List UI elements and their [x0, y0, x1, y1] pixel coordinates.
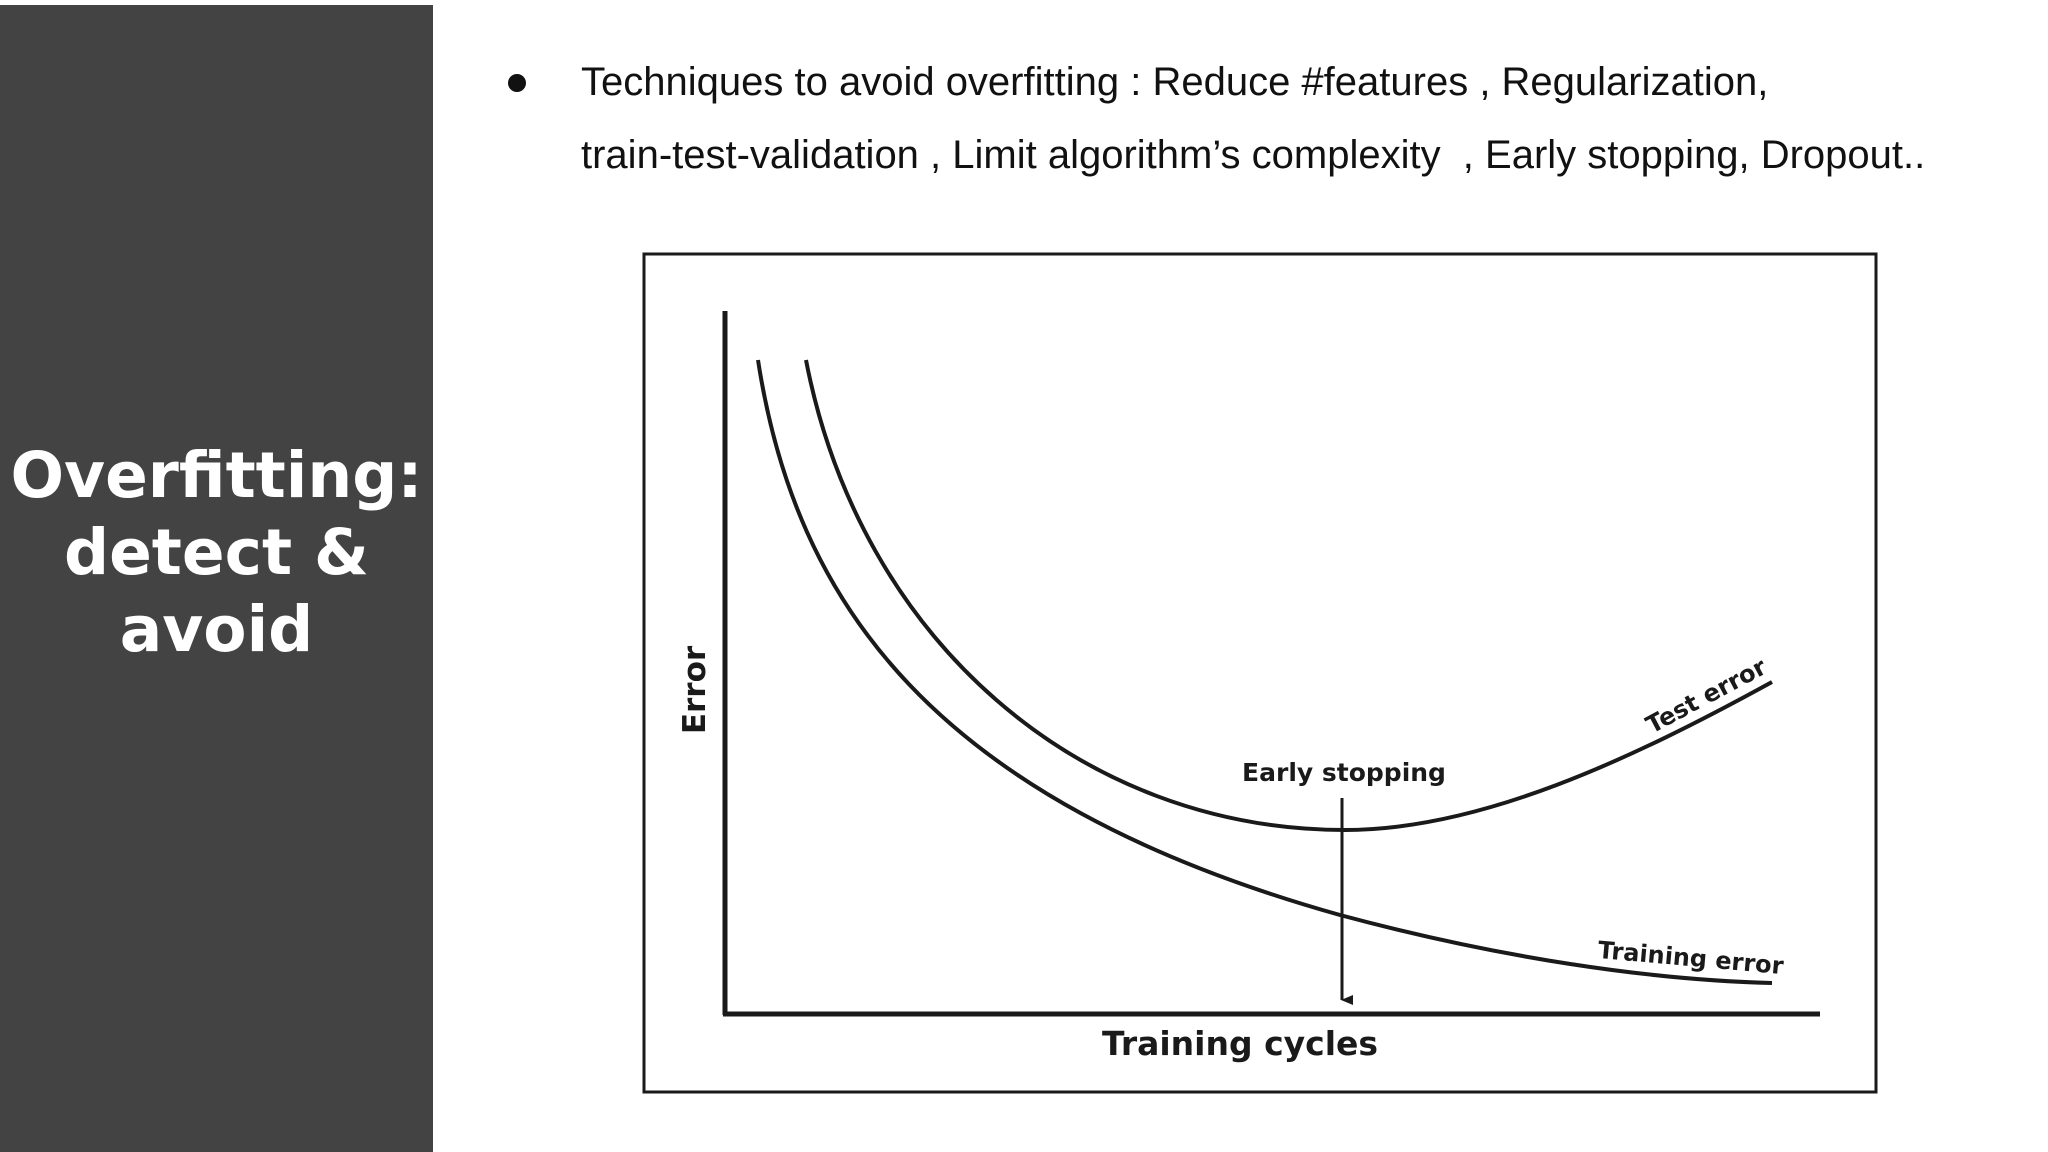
slide-title-line-3: avoid [119, 593, 314, 666]
diagram-frame [642, 252, 1878, 1094]
bullet-text-line-2: train-test-validation , Limit algorithm’… [581, 133, 1926, 177]
bullet-icon [508, 74, 526, 92]
x-axis-label: Training cycles [1102, 1024, 1378, 1063]
test-error-curve [804, 359, 1773, 833]
early-stopping-label: Early stopping [1242, 758, 1446, 787]
title-panel: Overfitting: detect & avoid [0, 5, 433, 1152]
slide-title-line-1: Overfitting: [10, 439, 423, 512]
slide-title: Overfitting: detect & avoid [0, 437, 433, 668]
training-error-label: Training error [1597, 936, 1785, 980]
bullet-text-line-1: Techniques to avoid overfitting : Reduce… [581, 60, 1769, 104]
test-error-label: Test error [1641, 653, 1771, 740]
slide-title-line-2: detect & [63, 516, 369, 589]
y-axis-label: Error [677, 645, 713, 734]
training-error-curve [756, 359, 1773, 985]
